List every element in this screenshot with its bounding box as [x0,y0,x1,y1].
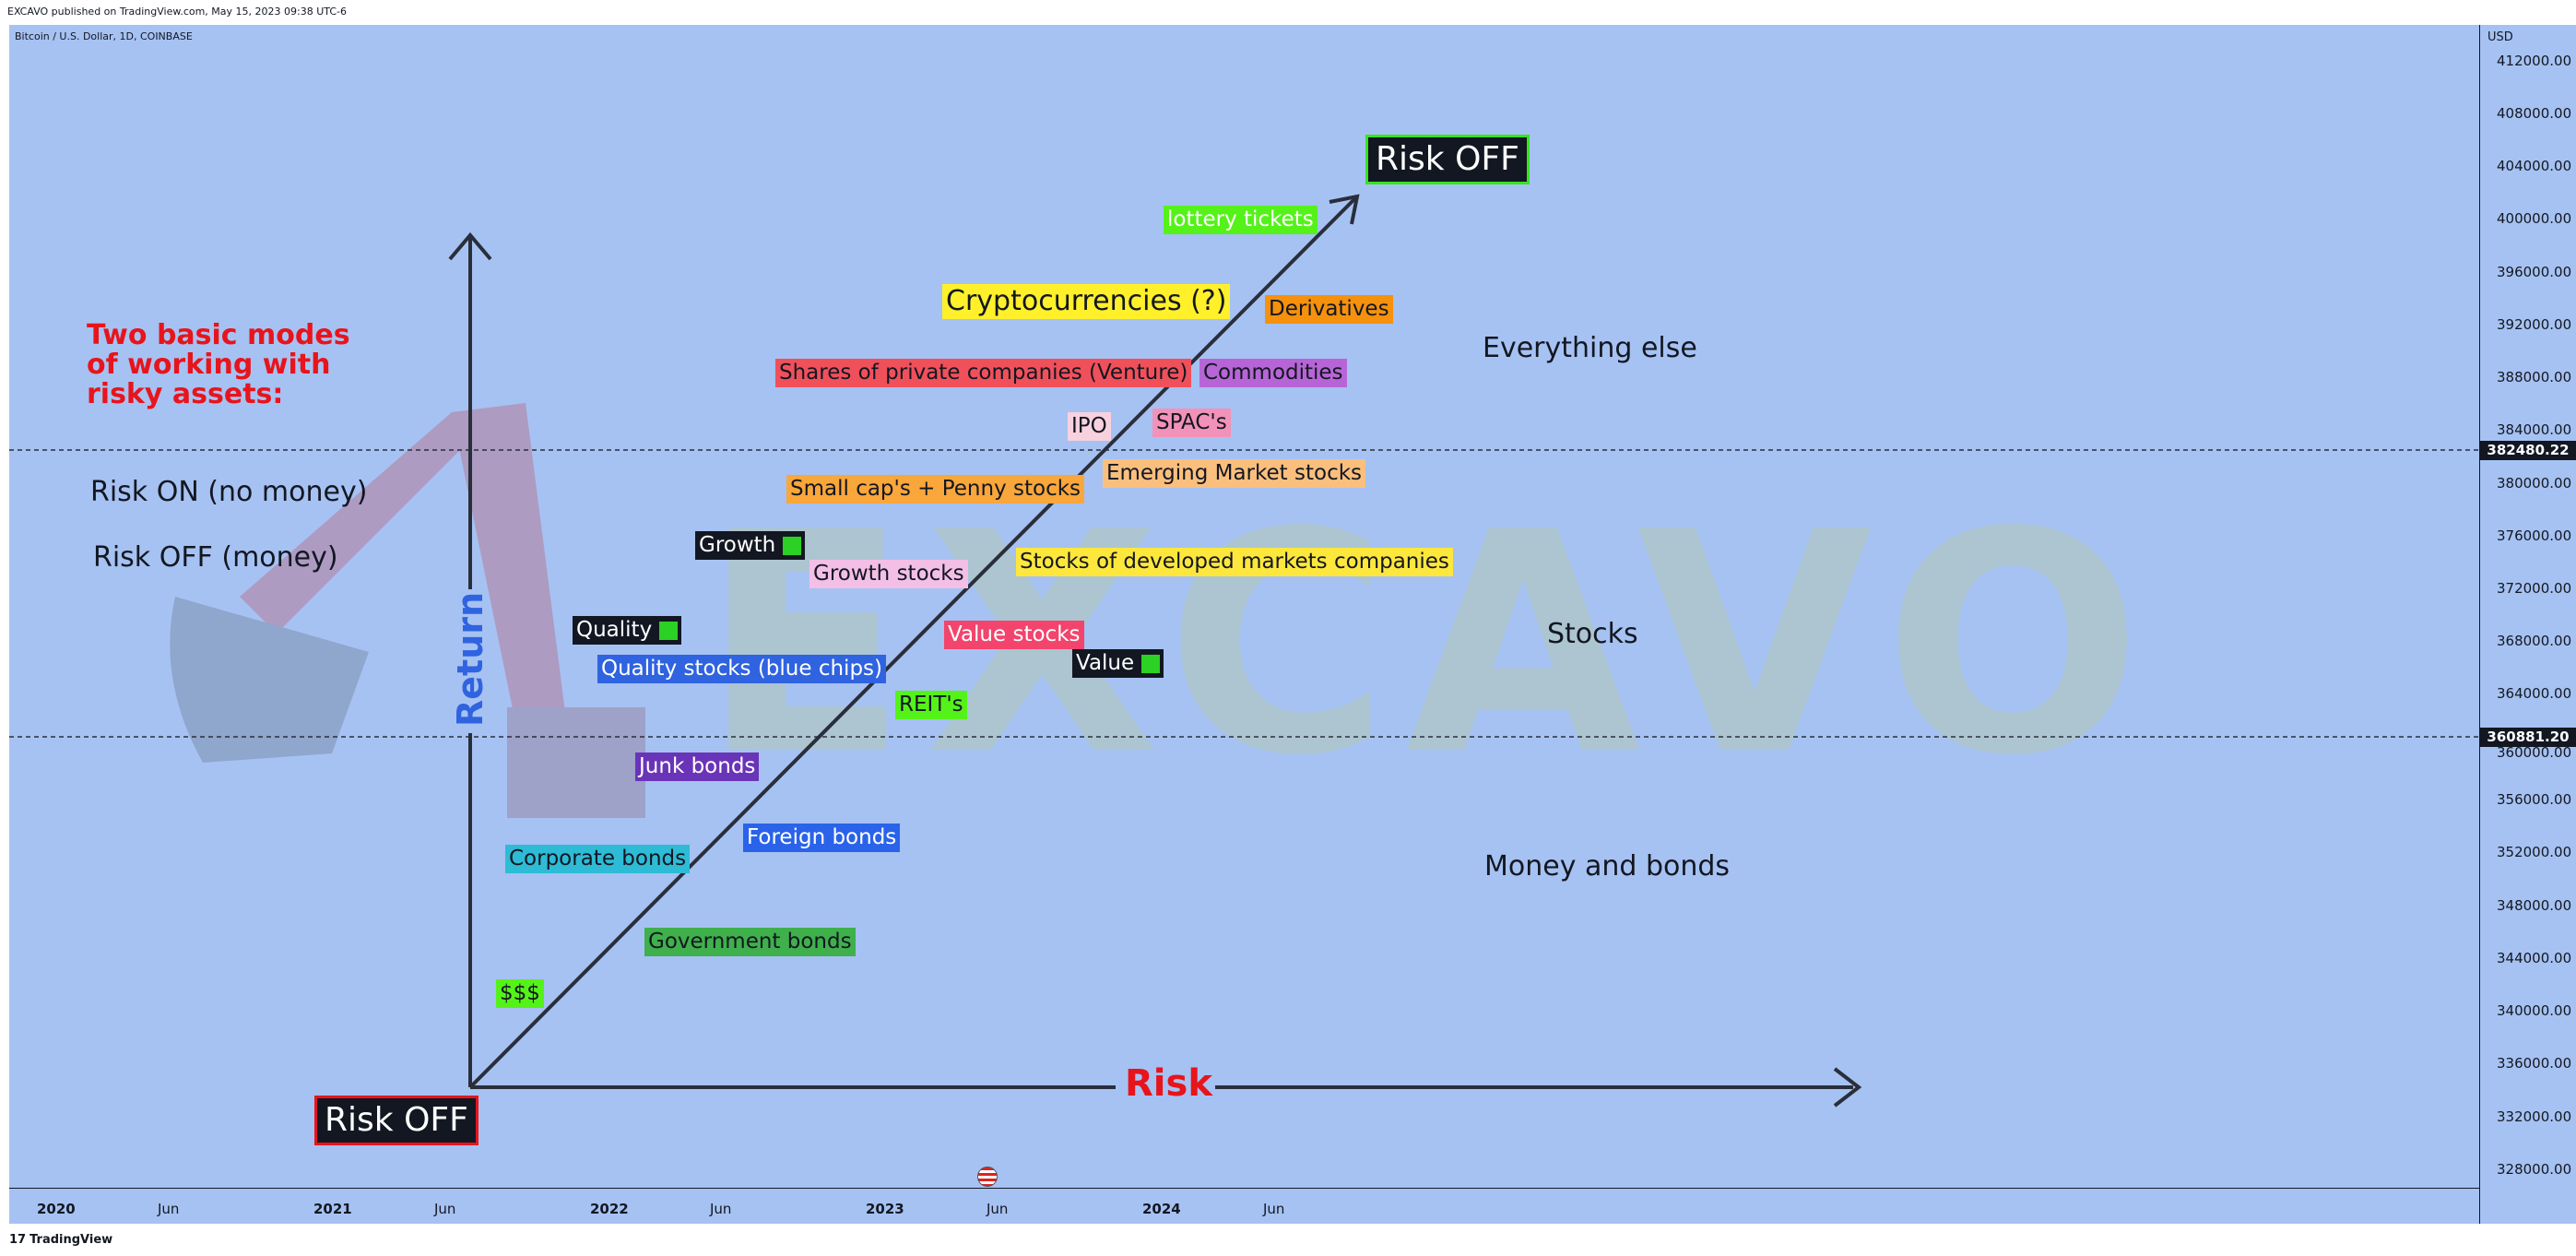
time-tick: Jun [1263,1201,1285,1217]
asset-derivatives: Derivatives [1265,295,1393,324]
asset-commodities: Commodities [1199,359,1347,387]
price-tick: 388000.00 [2497,369,2572,385]
diagonal-arrowhead [1329,194,1360,225]
asset-small-caps: Small cap's + Penny stocks [786,475,1085,504]
asset-corporate-bonds: Corporate bonds [505,845,691,873]
price-tick: 332000.00 [2497,1108,2572,1125]
asset-growth-stocks: Growth stocks [809,560,968,588]
growth-tag-label: Growth [699,533,776,557]
price-tick: 384000.00 [2497,421,2572,438]
time-axis[interactable]: 2020 Jun 2021 Jun 2022 Jun 2023 Jun 2024… [9,1188,2479,1225]
tradingview-logo[interactable]: 17 TradingView [9,1233,112,1247]
price-tick: 396000.00 [2497,264,2572,280]
asset-government-bonds: Government bonds [644,928,856,956]
time-tick: Jun [987,1201,1009,1217]
time-tick: 2020 [37,1201,76,1217]
currency-label: USD [2487,30,2513,44]
symbol-legend: Bitcoin / U.S. Dollar, 1D, COINBASE [15,30,193,42]
time-tick: Jun [434,1201,456,1217]
price-tick: 404000.00 [2497,158,2572,174]
value-square-icon [1141,654,1161,673]
zone-everything-else: Everything else [1483,332,1697,364]
footer-bar: 17 TradingView [0,1224,2576,1256]
price-tick: 352000.00 [2497,844,2572,860]
mode-risk-on: Risk ON (no money) [90,476,368,508]
time-tick: Jun [710,1201,732,1217]
price-tag-upper: 382480.22 [2480,441,2576,460]
asset-junk-bonds: Junk bonds [635,752,760,781]
time-tick: 2024 [1142,1201,1181,1217]
price-tick: 380000.00 [2497,475,2572,492]
publish-header: EXCAVO published on TradingView.com, May… [0,0,2576,25]
risk-off-top-box: Risk OFF [1365,135,1530,184]
risk-axis-arrowhead [1833,1067,1862,1108]
asset-value-stocks: Value stocks [944,621,1084,649]
quality-square-icon [659,621,679,640]
mode-risk-off: Risk OFF (money) [93,541,338,574]
side-title-line-3: risky assets: [87,378,284,410]
asset-developed-markets: Stocks of developed markets companies [1016,548,1453,576]
price-tick: 412000.00 [2497,53,2572,69]
time-tick: 2023 [866,1201,904,1217]
asset-ipo: IPO [1068,412,1111,441]
price-tick: 400000.00 [2497,210,2572,227]
price-tick: 344000.00 [2497,950,2572,966]
quality-tag-label: Quality [576,618,653,642]
time-tick: 2022 [590,1201,629,1217]
zone-money-and-bonds: Money and bonds [1484,850,1731,883]
asset-venture: Shares of private companies (Venture) [775,359,1192,387]
side-title-line-1: Two basic modes [87,319,350,351]
growth-square-icon [783,536,802,555]
price-tick: 340000.00 [2497,1002,2572,1019]
return-axis-arrowhead [448,231,492,261]
asset-foreign-bonds: Foreign bonds [743,824,901,852]
asset-growth-tag: Growth [695,531,806,560]
price-tick: 376000.00 [2497,527,2572,544]
price-tick: 360000.00 [2497,744,2572,761]
time-tick: 2021 [313,1201,352,1217]
price-tick: 356000.00 [2497,791,2572,808]
return-axis-label: Return [450,591,490,727]
chart-pane[interactable]: Bitcoin / U.S. Dollar, 1D, COINBASE EXCA… [9,25,2479,1188]
price-tick: 408000.00 [2497,105,2572,122]
price-tick: 328000.00 [2497,1161,2572,1178]
time-tick: Jun [158,1201,180,1217]
asset-quality-tag: Quality [573,616,682,645]
price-tick: 364000.00 [2497,685,2572,702]
side-title-line-2: of working with [87,349,331,381]
asset-emerging-markets: Emerging Market stocks [1103,459,1366,488]
value-tag-label: Value [1076,651,1135,675]
risk-off-bottom-box: Risk OFF [314,1096,479,1145]
diagram-arrows [9,194,2479,1108]
price-tick: 392000.00 [2497,316,2572,333]
brand-name: TradingView [30,1233,113,1247]
zone-stocks: Stocks [1547,618,1638,650]
price-tag-lower: 360881.20 [2480,728,2576,747]
price-axis[interactable]: USD 412000.00 408000.00 404000.00 400000… [2479,25,2576,1224]
publish-info: EXCAVO published on TradingView.com, May… [7,6,347,18]
price-tick: 368000.00 [2497,633,2572,649]
risk-axis-label: Risk [1125,1062,1212,1105]
price-tick: 348000.00 [2497,897,2572,914]
price-tick: 336000.00 [2497,1055,2572,1072]
price-tick: 372000.00 [2497,580,2572,597]
asset-cryptocurrencies: Cryptocurrencies (?) [942,284,1231,319]
excavator-icon [170,403,645,818]
asset-value-tag: Value [1072,649,1164,678]
diagonal-arrow [468,196,1357,1089]
asset-lottery-tickets: lottery tickets [1164,206,1318,234]
watermark: EXCAVO [701,468,2159,822]
asset-quality-stocks: Quality stocks (blue chips) [597,655,886,683]
us-flag-icon[interactable] [977,1167,998,1187]
asset-cash: $$$ [496,979,544,1008]
tv-icon: 17 [9,1233,27,1247]
asset-spacs: SPAC's [1152,409,1231,437]
asset-reits: REIT's [895,691,967,719]
